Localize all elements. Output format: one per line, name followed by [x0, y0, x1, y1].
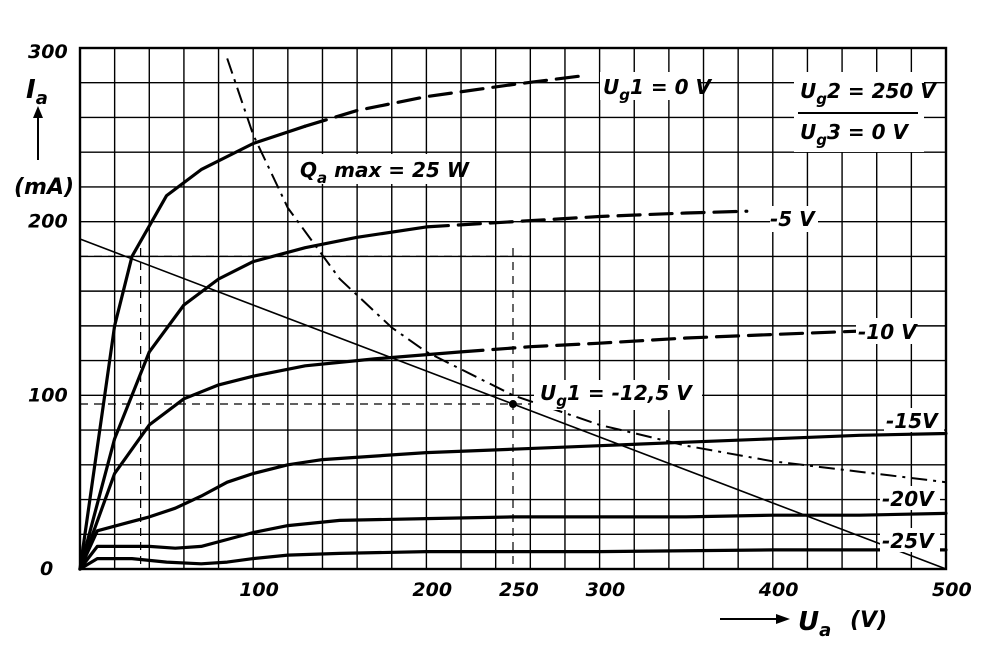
characteristic-curves — [78, 74, 948, 571]
x-tick-label: 500 — [932, 579, 972, 601]
operating-point — [509, 400, 517, 409]
series-curve-dashed-0 — [303, 74, 584, 128]
condition-ug2: Ug2 = 250 V — [800, 79, 937, 108]
max-dissipation-curve — [226, 58, 947, 484]
annotation-curves — [79, 58, 947, 570]
operating-point-label: Ug1 = -12,5 V — [540, 381, 693, 410]
series-curve-2 — [78, 350, 463, 571]
plot-frame — [78, 46, 948, 571]
x-axis-label: Ua — [798, 607, 831, 641]
y-tick-label: 200 — [28, 211, 68, 233]
x-tick-labels: 100 200 250 300 400 500 — [239, 579, 971, 601]
y-tick-label: 300 — [28, 41, 68, 63]
x-axis-arrowhead-icon — [776, 614, 790, 624]
y-tick-label: 100 — [28, 384, 68, 406]
x-axis-unit: (V) — [850, 608, 887, 633]
x-tick-label: 100 — [239, 579, 279, 601]
series-curve-5 — [78, 548, 948, 571]
max-dissipation-label: Qa max = 25 W — [300, 158, 470, 187]
y-tick-label: 0 — [40, 558, 53, 580]
curve-label-minus25v: -25V — [882, 529, 935, 553]
x-tick-label: 300 — [586, 579, 626, 601]
y-axis-unit: (mA) — [14, 175, 74, 200]
curve-label-ug1-0v: Ug1 = 0 V — [603, 75, 712, 104]
series-curve-1 — [78, 225, 428, 571]
curve-label-minus20v: -20V — [882, 487, 935, 511]
series-curve-dashed-2 — [459, 329, 861, 354]
y-axis-label: Ia — [26, 75, 48, 109]
series-curve-0 — [78, 124, 307, 571]
series-curve-3 — [78, 431, 948, 571]
x-tick-label: 400 — [758, 579, 799, 601]
curve-label-minus5v: -5 V — [770, 207, 816, 231]
curve-label-minus10v: -10 V — [858, 320, 918, 344]
y-tick-labels: 0 100 200 300 — [28, 41, 68, 580]
y-axis-arrowhead-icon — [33, 106, 43, 118]
reference-lines — [80, 248, 531, 569]
x-tick-label: 200 — [412, 579, 452, 601]
condition-ug3: Ug3 = 0 V — [800, 120, 909, 149]
curve-label-minus15v: -15V — [886, 409, 939, 433]
series-curve-dashed-1 — [424, 209, 749, 229]
series-curve-4 — [78, 511, 948, 571]
x-tick-label: 250 — [499, 579, 539, 601]
